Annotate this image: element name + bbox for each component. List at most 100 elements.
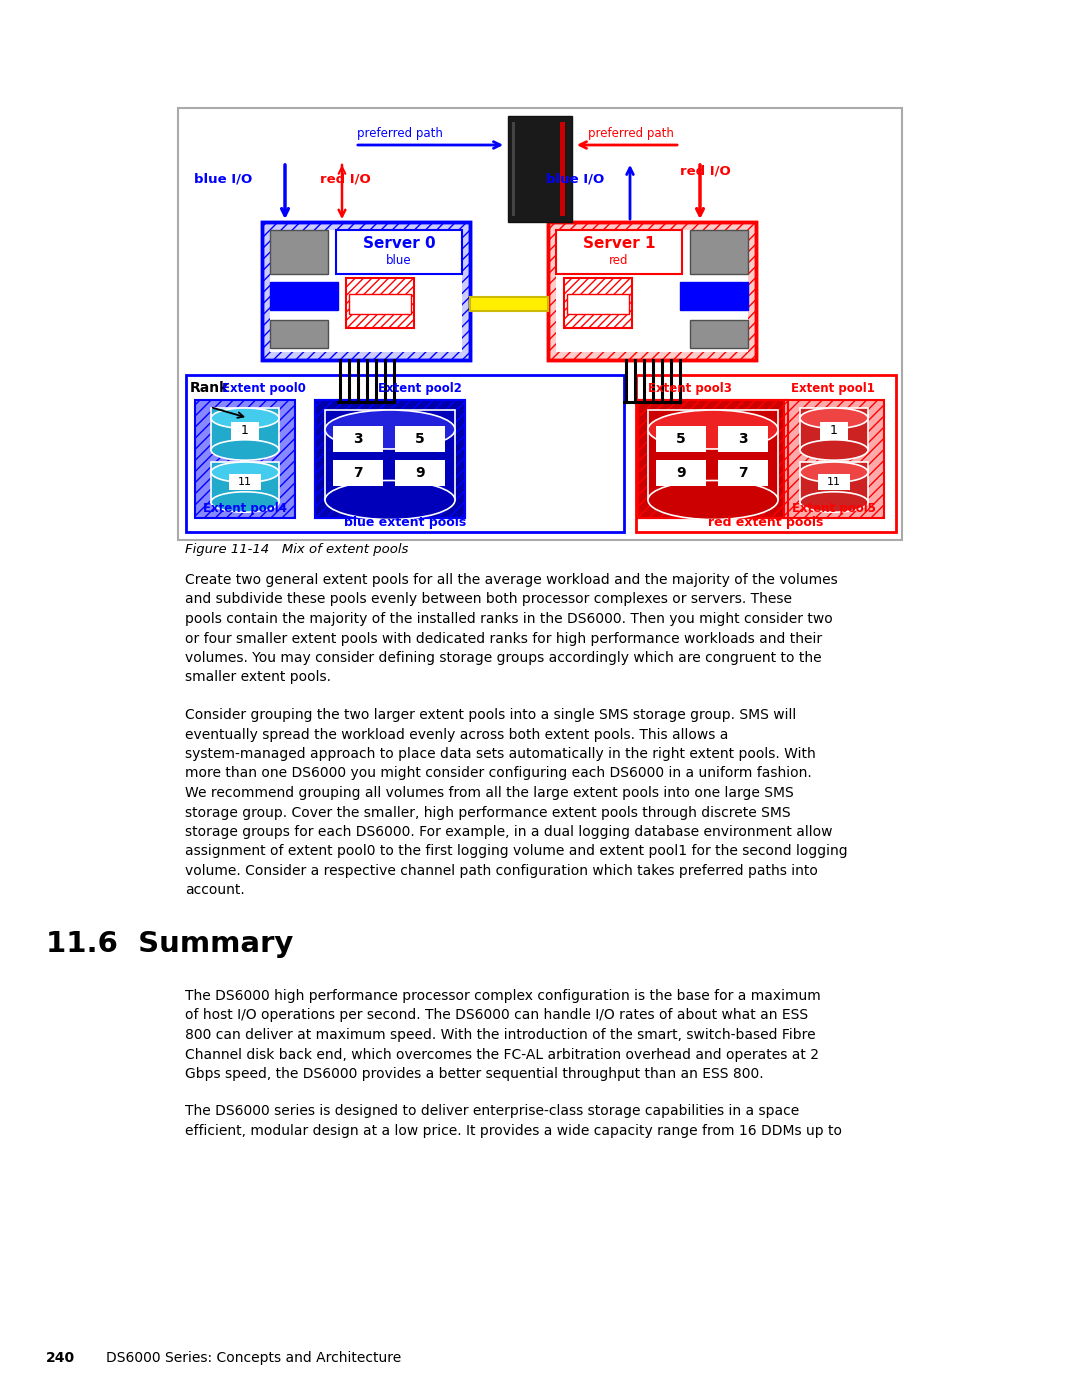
Bar <box>638 400 788 518</box>
Bar <box>556 231 681 274</box>
Text: red: red <box>609 253 629 267</box>
Bar <box>548 222 756 360</box>
Text: red extent pools: red extent pools <box>708 515 824 529</box>
Text: 240: 240 <box>46 1351 76 1365</box>
Bar <box>349 293 411 314</box>
Text: Gbps speed, the DS6000 provides a better sequential throughput than an ESS 800.: Gbps speed, the DS6000 provides a better… <box>185 1067 764 1081</box>
Bar <box>561 122 565 217</box>
Text: Extent pool5: Extent pool5 <box>792 502 876 515</box>
Ellipse shape <box>325 481 455 520</box>
Text: eventually spread the workload evenly across both extent pools. This allows a: eventually spread the workload evenly ac… <box>185 728 728 742</box>
Ellipse shape <box>211 408 279 429</box>
Bar <box>315 400 465 518</box>
Text: storage group. Cover the smaller, high performance extent pools through discrete: storage group. Cover the smaller, high p… <box>185 806 791 820</box>
Bar <box>656 460 706 486</box>
Bar <box>508 116 572 222</box>
Bar <box>636 374 896 532</box>
Bar <box>395 460 445 486</box>
Text: 11: 11 <box>238 476 252 488</box>
Text: red I/O: red I/O <box>320 172 370 184</box>
Text: and subdivide these pools evenly between both processor complexes or servers. Th: and subdivide these pools evenly between… <box>185 592 792 606</box>
Text: Create two general extent pools for all the average workload and the majority of: Create two general extent pools for all … <box>185 573 838 587</box>
Text: more than one DS6000 you might consider configuring each DS6000 in a uniform fas: more than one DS6000 you might consider … <box>185 767 812 781</box>
Ellipse shape <box>800 462 868 482</box>
Bar <box>229 474 261 490</box>
Bar <box>656 426 706 453</box>
Bar <box>211 408 279 450</box>
Text: blue I/O: blue I/O <box>194 172 253 184</box>
Text: 3: 3 <box>353 432 363 446</box>
Bar <box>270 282 338 310</box>
Bar <box>195 400 295 518</box>
Text: Extent pool0: Extent pool0 <box>222 381 306 395</box>
Bar <box>270 231 328 274</box>
Text: account.: account. <box>185 883 245 897</box>
Text: assignment of extent pool0 to the first logging volume and extent pool1 for the : assignment of extent pool0 to the first … <box>185 845 848 859</box>
Text: 7: 7 <box>353 467 363 481</box>
Text: Server 0: Server 0 <box>363 236 435 251</box>
Text: The DS6000 high performance processor complex configuration is the base for a ma: The DS6000 high performance processor co… <box>185 989 821 1003</box>
Text: 800 can deliver at maximum speed. With the introduction of the smart, switch-bas: 800 can deliver at maximum speed. With t… <box>185 1028 815 1042</box>
Bar <box>231 422 259 440</box>
Text: pools contain the majority of the installed ranks in the DS6000. Then you might : pools contain the majority of the instal… <box>185 612 833 626</box>
Bar <box>315 400 465 518</box>
Bar <box>333 426 383 453</box>
Bar <box>395 426 445 453</box>
Bar <box>178 108 902 541</box>
Text: or four smaller extent pools with dedicated ranks for high performance workloads: or four smaller extent pools with dedica… <box>185 631 822 645</box>
Bar <box>648 409 778 500</box>
Text: 11.6  Summary: 11.6 Summary <box>46 930 294 958</box>
Text: 1: 1 <box>831 425 838 437</box>
Text: 11: 11 <box>827 476 841 488</box>
Bar <box>800 408 868 450</box>
Bar <box>818 474 850 490</box>
Bar <box>820 422 848 440</box>
Bar <box>638 400 788 518</box>
Bar <box>336 231 462 274</box>
Ellipse shape <box>800 440 868 460</box>
Bar <box>690 231 748 274</box>
Text: efficient, modular design at a low price. It provides a wide capacity range from: efficient, modular design at a low price… <box>185 1125 842 1139</box>
Text: blue extent pools: blue extent pools <box>343 515 467 529</box>
Bar <box>718 460 768 486</box>
Bar <box>270 231 462 352</box>
Text: 9: 9 <box>415 467 424 481</box>
Bar <box>718 426 768 453</box>
Bar <box>346 278 414 328</box>
Text: system-managed approach to place data sets automatically in the right extent poo: system-managed approach to place data se… <box>185 747 815 761</box>
Text: preferred path: preferred path <box>357 127 443 140</box>
Ellipse shape <box>648 409 778 448</box>
Bar <box>333 460 383 486</box>
Ellipse shape <box>211 492 279 513</box>
Bar <box>800 462 868 502</box>
Ellipse shape <box>648 481 778 520</box>
Bar <box>564 278 632 328</box>
Text: Extent pool1: Extent pool1 <box>791 381 875 395</box>
Bar <box>270 320 328 348</box>
Text: Server 1: Server 1 <box>583 236 656 251</box>
Text: Extent pool3: Extent pool3 <box>648 381 732 395</box>
Text: Extent pool4: Extent pool4 <box>203 502 287 515</box>
Bar <box>262 222 470 360</box>
Bar <box>556 231 748 352</box>
Text: Channel disk back end, which overcomes the FC-AL arbitration overhead and operat: Channel disk back end, which overcomes t… <box>185 1048 819 1062</box>
Text: storage groups for each DS6000. For example, in a dual logging database environm: storage groups for each DS6000. For exam… <box>185 826 833 840</box>
Ellipse shape <box>211 440 279 460</box>
Bar <box>262 222 470 360</box>
Text: DS6000 Series: Concepts and Architecture: DS6000 Series: Concepts and Architecture <box>106 1351 402 1365</box>
Text: 5: 5 <box>676 432 686 446</box>
Text: 3: 3 <box>739 432 747 446</box>
Text: The DS6000 series is designed to deliver enterprise-class storage capabilities i: The DS6000 series is designed to deliver… <box>185 1105 799 1119</box>
Text: volumes. You may consider defining storage groups accordingly which are congruen: volumes. You may consider defining stora… <box>185 651 822 665</box>
Ellipse shape <box>800 492 868 513</box>
Bar <box>690 320 748 348</box>
Bar <box>680 282 748 310</box>
Text: Figure 11-14   Mix of extent pools: Figure 11-14 Mix of extent pools <box>185 543 408 556</box>
Text: of host I/O operations per second. The DS6000 can handle I/O rates of about what: of host I/O operations per second. The D… <box>185 1009 808 1023</box>
Text: Extent pool2: Extent pool2 <box>378 381 462 395</box>
Bar <box>211 462 279 502</box>
Text: red I/O: red I/O <box>680 165 731 177</box>
Text: smaller extent pools.: smaller extent pools. <box>185 671 330 685</box>
Bar <box>784 400 885 518</box>
Bar <box>567 293 629 314</box>
